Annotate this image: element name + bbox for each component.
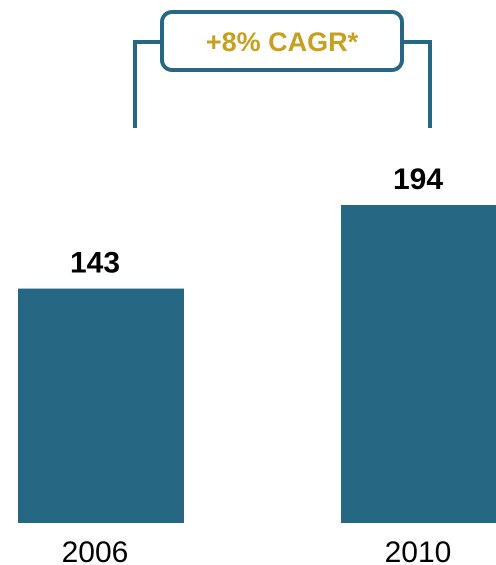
bracket-right-line xyxy=(402,40,432,128)
category-labels: 2006 2010 xyxy=(62,536,452,565)
cagr-badge-label: +8% CAGR* xyxy=(206,27,359,57)
cagr-badge xyxy=(160,10,404,72)
value-labels: 143 194 xyxy=(70,163,443,280)
cagr-bracket: +8% CAGR* xyxy=(133,10,432,128)
bracket-left-line xyxy=(133,40,162,128)
bar-2006 xyxy=(18,288,184,523)
value-label-2010: 194 xyxy=(393,163,443,196)
bars xyxy=(18,205,496,523)
bar-2010 xyxy=(341,205,496,523)
category-label-2006: 2006 xyxy=(62,536,129,565)
value-label-2006: 143 xyxy=(70,247,120,280)
category-label-2010: 2010 xyxy=(385,536,452,565)
